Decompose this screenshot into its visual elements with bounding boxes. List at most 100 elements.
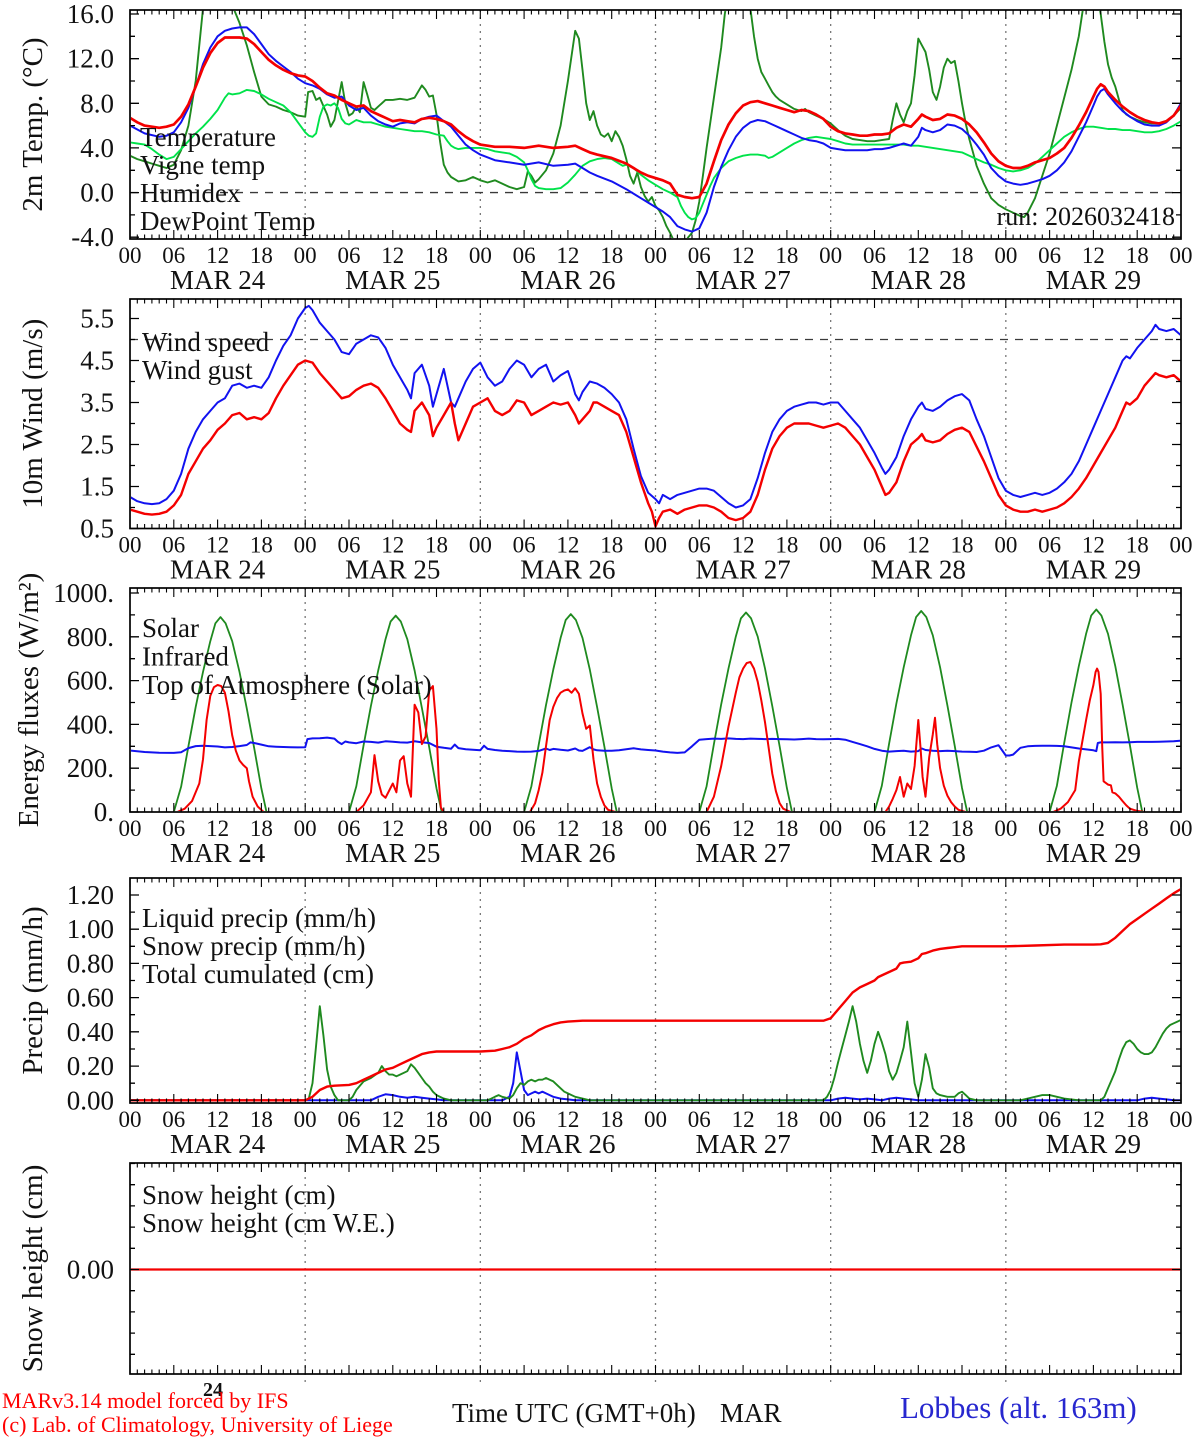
y-tick-label: 12.0 [67, 44, 114, 74]
stray-day-tick-label: 24 [203, 1379, 223, 1401]
x-hour-label: 06 [863, 816, 886, 841]
x-hour-label: 06 [863, 1107, 886, 1132]
x-hour-label: 00 [1170, 1107, 1193, 1132]
x-hour-label: 18 [250, 816, 273, 841]
x-day-label: MAR 26 [520, 555, 615, 585]
x-day-label: MAR 29 [1046, 265, 1141, 295]
x-hour-label: 06 [1038, 816, 1061, 841]
x-hour-label: 18 [600, 816, 623, 841]
x-day-label: MAR 28 [871, 555, 966, 585]
legend-snow-height-cm: Snow height (cm) [142, 1180, 335, 1210]
x-hour-label: 18 [775, 533, 798, 558]
x-hour-label: 00 [994, 243, 1017, 268]
y-axis-title-precip: Precip (mm/h) [17, 906, 49, 1074]
legend-snow-precip-mm-h: Snow precip (mm/h) [142, 931, 365, 961]
y-tick-label: 400. [67, 709, 114, 739]
legend-temperature: Temperature [140, 122, 276, 152]
y-tick-label: 800. [67, 622, 114, 652]
x-hour-label: 06 [1038, 243, 1061, 268]
x-day-label: MAR 27 [695, 838, 790, 868]
x-hour-label: 00 [644, 533, 667, 558]
x-day-label: MAR 27 [695, 1129, 790, 1159]
legend-humidex: Humidex [140, 178, 241, 208]
plot-border [129, 298, 1182, 530]
x-hour-label: 06 [162, 1107, 185, 1132]
x-hour-label: 06 [337, 243, 360, 268]
x-hour-label: 00 [119, 243, 142, 268]
legend-vigne-temp: Vigne temp [140, 150, 265, 180]
y-tick-label: -4.0 [71, 222, 114, 252]
x-hour-label: 00 [1170, 243, 1193, 268]
y-axis-title-snow-height: Snow height (cm) [17, 1165, 49, 1373]
x-hour-label: 00 [644, 816, 667, 841]
x-hour-label: 18 [250, 533, 273, 558]
x-hour-label: 18 [250, 243, 273, 268]
series-temperature-line [131, 36, 1180, 200]
x-hour-label: 18 [250, 1107, 273, 1132]
x-day-label: MAR 24 [170, 1129, 266, 1159]
series-humidex-line [131, 26, 1180, 233]
panel-energy-fluxes: 0. 200. 400. 600. 800. 1000. 00 06 12 18 00 06 12 18 0… [13, 573, 1193, 868]
x-hour-label: 06 [863, 533, 886, 558]
y-tick-label: 4.5 [80, 346, 114, 376]
panel-wind: 0.5 1.5 2.5 3.5 4.5 5.5 00 06 12 18 00 06 12 18 00 06 12… [17, 298, 1193, 585]
x-day-label: MAR 25 [345, 838, 440, 868]
y-tick-label: 0.20 [67, 1051, 114, 1081]
x-hour-label: 00 [469, 533, 492, 558]
y-tick-label: 5.5 [80, 304, 114, 334]
x-hour-label: 12 [732, 816, 755, 841]
x-hour-label: 00 [819, 533, 842, 558]
x-hour-label: 18 [775, 243, 798, 268]
y-tick-label: 3.5 [80, 388, 114, 418]
y-tick-label: 1.5 [80, 472, 114, 502]
x-hour-label: 00 [819, 1107, 842, 1132]
legend-top-of-atmosphere-solar: Top of Atmosphere (Solar) [142, 670, 432, 700]
y-tick-label: 0.40 [67, 1017, 114, 1047]
x-axis-ticks [129, 299, 1182, 529]
y-tick-label: 0.00 [67, 1085, 114, 1115]
x-day-label: MAR 25 [345, 1129, 440, 1159]
model-credit-line2: (c) Lab. of Climatology, University of L… [2, 1412, 393, 1437]
x-hour-label: 06 [513, 243, 536, 268]
y-tick-label: 2.5 [80, 430, 114, 460]
x-hour-label: 12 [381, 816, 404, 841]
x-hour-label: 18 [600, 1107, 623, 1132]
x-day-label: MAR 27 [695, 555, 790, 585]
x-hour-label: 06 [688, 816, 711, 841]
x-hour-label: 12 [1082, 533, 1105, 558]
x-hour-label: 18 [951, 243, 974, 268]
x-hour-label: 00 [1170, 533, 1193, 558]
x-hour-label: 18 [425, 816, 448, 841]
x-hour-label: 18 [425, 1107, 448, 1132]
y-tick-label: 0.5 [80, 514, 114, 544]
x-hour-label: 12 [381, 533, 404, 558]
x-day-label: MAR 26 [520, 838, 615, 868]
legend-liquid-precip-mm-h: Liquid precip (mm/h) [142, 903, 376, 933]
x-hour-label: 18 [775, 1107, 798, 1132]
x-hour-label: 12 [907, 243, 930, 268]
x-axis-ticks [129, 878, 1182, 1103]
x-hour-label: 00 [469, 1107, 492, 1132]
time-axis-title: Time UTC (GMT+0h) [452, 1398, 696, 1428]
y-tick-label: 0.00 [67, 1255, 114, 1285]
series-total-cumulated-line [131, 888, 1180, 1102]
x-hour-label: 12 [732, 243, 755, 268]
x-hour-label: 18 [1126, 533, 1149, 558]
panel-temperature: -4.0 0.0 4.0 8.0 12.0 16.0 00 06 12 18 00 06 12 18 00 0… [17, 0, 1193, 295]
panel-precip: 0.00 0.20 0.40 0.60 0.80 1.00 1.20 00 06 12 18 00 06… [17, 877, 1193, 1159]
x-hour-label: 00 [119, 533, 142, 558]
y-axis-ticks [130, 13, 1181, 238]
x-hour-label: 12 [732, 533, 755, 558]
x-hour-label: 00 [119, 1107, 142, 1132]
x-day-label: MAR 24 [170, 265, 266, 295]
x-day-label: MAR 26 [520, 1129, 615, 1159]
x-hour-label: 06 [337, 533, 360, 558]
x-hour-label: 12 [907, 816, 930, 841]
x-hour-label: 12 [206, 1107, 229, 1132]
x-day-label: MAR 29 [1046, 555, 1141, 585]
x-day-label: MAR 29 [1046, 838, 1141, 868]
x-hour-label: 12 [381, 243, 404, 268]
x-hour-label: 12 [907, 533, 930, 558]
x-hour-label: 12 [1082, 243, 1105, 268]
